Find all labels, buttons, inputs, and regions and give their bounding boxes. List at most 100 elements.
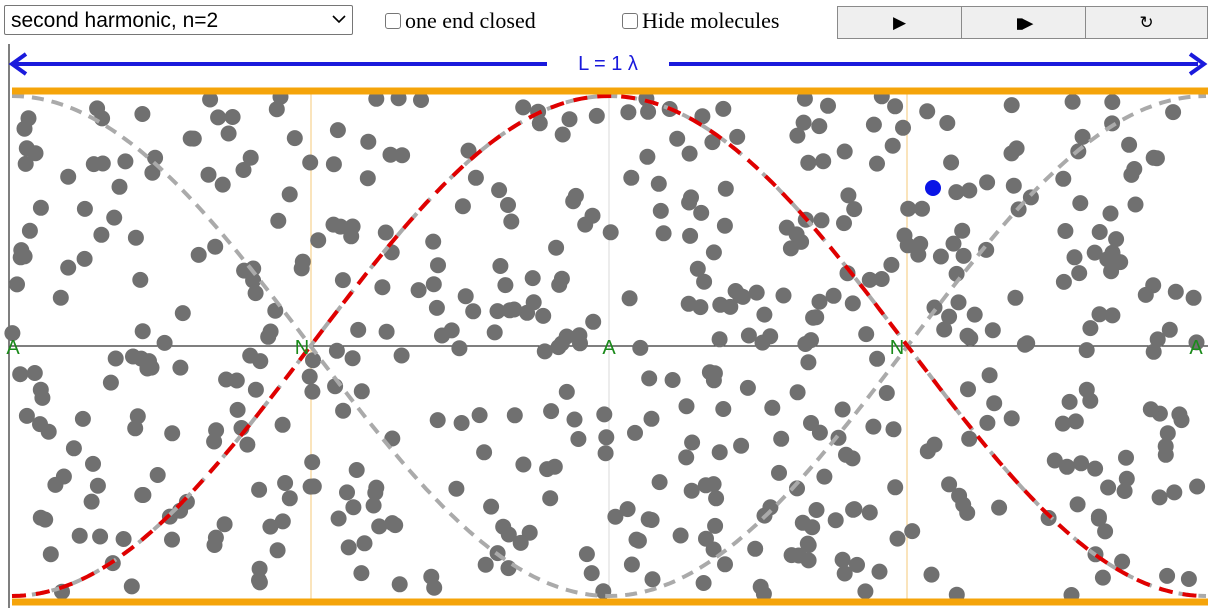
molecule: [425, 276, 442, 293]
molecule: [247, 381, 264, 398]
molecule: [391, 576, 408, 593]
hide-molecules-checkbox[interactable]: Hide molecules: [622, 6, 779, 36]
molecule: [561, 111, 578, 128]
molecule: [887, 479, 904, 496]
molecule: [428, 299, 445, 316]
molecule: [339, 484, 355, 501]
molecule: [619, 501, 636, 518]
molecule: [834, 401, 851, 418]
molecule: [764, 399, 781, 416]
tracked-molecule: [925, 180, 941, 196]
molecule: [465, 303, 482, 320]
molecule: [548, 239, 565, 256]
molecule: [413, 92, 429, 108]
molecule: [861, 271, 878, 288]
molecule: [356, 535, 373, 552]
molecule: [334, 272, 351, 289]
harmonic-select[interactable]: second harmonic, n=2: [4, 5, 353, 35]
molecule: [621, 290, 638, 307]
molecule: [960, 381, 976, 398]
molecule: [486, 324, 503, 341]
molecule: [348, 462, 365, 478]
molecule: [252, 353, 269, 370]
molecule: [515, 456, 532, 473]
play-button[interactable]: ▶: [837, 6, 962, 39]
molecule: [93, 226, 110, 243]
molecule: [506, 407, 523, 424]
molecule: [796, 90, 813, 107]
molecule: [583, 565, 600, 582]
molecule: [17, 155, 34, 172]
molecule: [123, 578, 140, 595]
molecule: [878, 385, 895, 401]
molecule: [132, 271, 149, 288]
one-end-closed-checkbox[interactable]: one end closed: [385, 6, 536, 36]
molecule: [926, 436, 943, 453]
molecule: [797, 336, 814, 352]
molecule: [277, 475, 294, 491]
molecule: [914, 200, 930, 217]
molecule: [491, 182, 508, 199]
molecule: [683, 482, 700, 499]
molecule: [164, 531, 180, 548]
molecule: [849, 556, 865, 573]
molecule: [794, 514, 811, 531]
molecule: [378, 323, 395, 340]
molecule: [368, 90, 385, 107]
molecule: [739, 379, 756, 396]
molecule: [214, 176, 231, 193]
molecule: [394, 147, 411, 164]
molecule: [1100, 479, 1117, 496]
molecule: [106, 209, 123, 226]
molecule: [945, 235, 962, 252]
molecule: [1094, 569, 1111, 586]
molecule: [682, 227, 699, 244]
molecule: [443, 322, 460, 339]
molecule: [788, 226, 805, 243]
molecule: [74, 410, 91, 427]
molecule: [382, 146, 399, 163]
molecule: [941, 308, 958, 325]
molecule: [762, 328, 779, 345]
molecule: [790, 547, 807, 564]
molecule: [483, 498, 500, 515]
one-end-closed-box[interactable]: [385, 13, 401, 29]
molecule: [127, 229, 144, 246]
molecule: [715, 401, 732, 417]
molecule: [900, 200, 917, 217]
molecule: [1159, 567, 1176, 584]
molecule: [9, 276, 25, 293]
molecule: [218, 371, 235, 388]
molecule: [134, 106, 151, 122]
molecule: [844, 450, 861, 467]
molecule: [1086, 244, 1103, 261]
molecule: [512, 534, 529, 551]
molecule: [584, 207, 601, 224]
molecule: [1066, 249, 1083, 266]
reset-button[interactable]: ↻: [1085, 6, 1208, 39]
molecule: [457, 288, 474, 305]
molecule: [367, 484, 384, 501]
molecule: [820, 97, 836, 114]
molecule: [328, 342, 345, 359]
molecule: [678, 449, 695, 466]
molecule: [359, 170, 376, 187]
molecule: [305, 478, 322, 495]
molecule: [597, 445, 614, 462]
molecule: [139, 360, 156, 377]
molecule: [979, 414, 996, 431]
molecule: [304, 454, 321, 471]
molecule: [262, 518, 279, 535]
toolbar: second harmonic, n=2 one end closed Hide…: [0, 0, 1208, 42]
molecule: [76, 200, 93, 217]
molecule: [984, 322, 1001, 339]
molecule: [704, 134, 721, 151]
step-button[interactable]: ▮▶: [961, 6, 1086, 39]
marker-node-2: N: [890, 337, 904, 359]
molecule: [836, 565, 853, 582]
hide-molecules-box[interactable]: [622, 13, 638, 29]
molecule: [771, 464, 787, 481]
molecule: [335, 402, 352, 419]
molecule: [310, 232, 327, 249]
molecule: [239, 436, 256, 453]
